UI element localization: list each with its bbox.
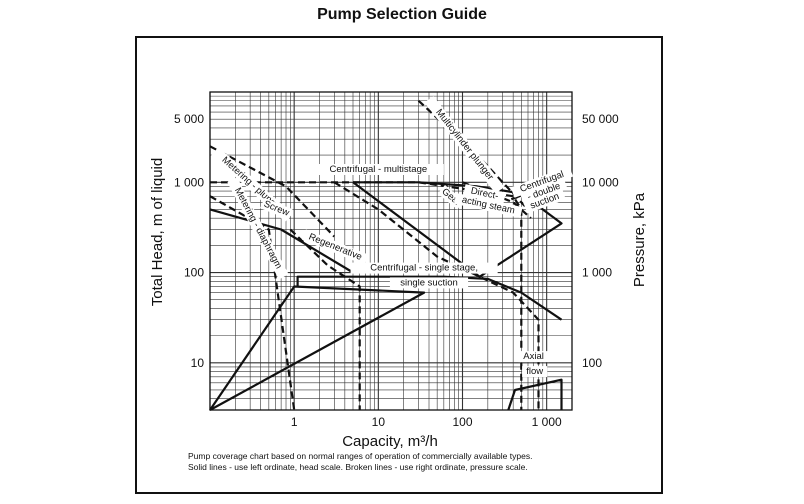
series-lines (209, 99, 563, 411)
x-tick-label: 1 (291, 415, 298, 429)
series-line-5 (209, 208, 354, 274)
curve-label: Centrifugal - multistage (329, 164, 427, 175)
chart-title: Pump Selection Guide (317, 6, 487, 23)
curve-label-backing (454, 193, 523, 218)
curve-label-group-15: flow (522, 366, 548, 378)
y-tick-label-right: 10 000 (582, 175, 619, 189)
footnote-line-2: Solid lines - use left ordinate, head sc… (188, 462, 528, 472)
curve-label-backing (463, 184, 506, 204)
curve-label-group-5: Centrifugal - single stage, (350, 262, 498, 274)
x-tick-label: 10 (372, 415, 386, 429)
curve-label-backing (227, 177, 289, 280)
series-line-12 (462, 181, 532, 220)
x-axis-label: Capacity, m³/h (342, 433, 438, 450)
y-axis-label-left: Total Head, m of liquid (149, 158, 166, 306)
curve-label: Centrifugal - single stage, (370, 263, 478, 274)
y-tick-label-right: 1 000 (582, 266, 612, 280)
y-axis-label-right: Pressure, kPa (631, 192, 648, 287)
curve-label-backing (518, 351, 549, 363)
y-tick-label-left: 10 (191, 356, 205, 370)
series-line-7 (209, 195, 296, 411)
curve-labels: Centrifugal - multistage Multicylinder pl… (211, 95, 574, 378)
series-line-8 (289, 228, 361, 410)
chart-frame (135, 36, 663, 494)
y-tick-label-right: 50 000 (582, 112, 619, 126)
series-line-10 (333, 181, 540, 410)
curve-label-backing (389, 277, 469, 289)
x-tick-label: 1 000 (532, 415, 562, 429)
curve-label: single suction (400, 277, 458, 288)
y-tick-label-right: 100 (582, 356, 602, 370)
curve-label-backing (312, 164, 444, 175)
series-line-0 (209, 285, 426, 411)
curve-label: Regenerative (307, 231, 364, 262)
tick-labels: 1 10 100 1 000 10 100 1 000 5 000 100 1 000 10 000… (174, 112, 619, 429)
plot-area-border (209, 91, 573, 411)
series-line-4 (507, 378, 563, 411)
curve-label-backing (301, 229, 369, 265)
curve-label-backing (520, 178, 568, 205)
curve-label-group-14: Axial (518, 351, 549, 363)
curve-label-backing (522, 366, 548, 378)
curve-label-backing (523, 189, 566, 214)
curve-label-backing (260, 197, 293, 220)
x-tick-label: 100 (452, 415, 472, 429)
curve-label-backing (510, 166, 574, 198)
y-tick-label-left: 5 000 (174, 112, 204, 126)
curve-label: Axial (523, 351, 544, 362)
curve-label-group-6: single suction (389, 277, 469, 289)
series-line-6 (209, 145, 336, 238)
curve-label-backing (424, 95, 505, 194)
curve-label-group-1: Multicylinder plunger (424, 95, 505, 194)
footnote-line-1: Pump coverage chart based on normal rang… (188, 451, 532, 461)
y-tick-label-left: 100 (184, 266, 204, 280)
y-tick-label-left: 1 000 (174, 175, 204, 189)
curve-label-backing (350, 262, 498, 274)
curve-label: flow (526, 366, 543, 377)
curve-label-group-0: Centrifugal - multistage (312, 164, 444, 175)
